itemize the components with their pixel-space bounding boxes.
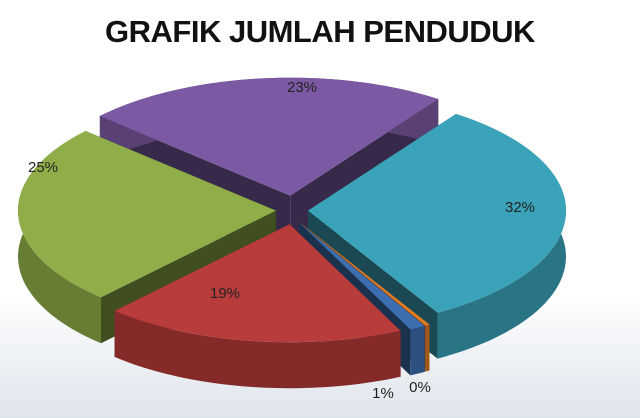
data-label: 23% (287, 79, 317, 96)
pie-slice (114, 224, 401, 389)
data-label: 25% (28, 159, 58, 176)
slice-top (299, 222, 430, 326)
slice-side-wall (410, 325, 425, 376)
data-label: 0% (409, 379, 431, 396)
slice-top (114, 224, 401, 343)
slice-top (18, 130, 277, 298)
chart-title: GRAFIK JUMLAH PENDUDUK (105, 14, 535, 49)
slice-top (307, 113, 566, 313)
data-label: 19% (210, 285, 240, 302)
slice-top (99, 77, 439, 196)
slice-side-wall (114, 310, 401, 389)
data-label: 32% (505, 199, 535, 216)
data-label: 1% (372, 385, 394, 402)
slice-side-wall (425, 324, 430, 372)
slice-top (299, 222, 425, 330)
